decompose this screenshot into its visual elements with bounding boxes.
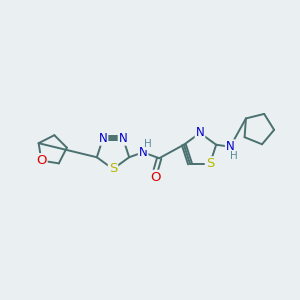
- Text: H: H: [230, 151, 238, 161]
- Text: N: N: [118, 132, 127, 145]
- Text: N: N: [196, 127, 204, 140]
- Text: S: S: [109, 163, 117, 176]
- Text: N: N: [139, 146, 148, 159]
- Text: N: N: [226, 140, 235, 153]
- Text: N: N: [99, 132, 107, 145]
- Text: O: O: [150, 171, 160, 184]
- Text: O: O: [36, 154, 46, 167]
- Text: S: S: [206, 157, 214, 170]
- Text: H: H: [144, 139, 152, 149]
